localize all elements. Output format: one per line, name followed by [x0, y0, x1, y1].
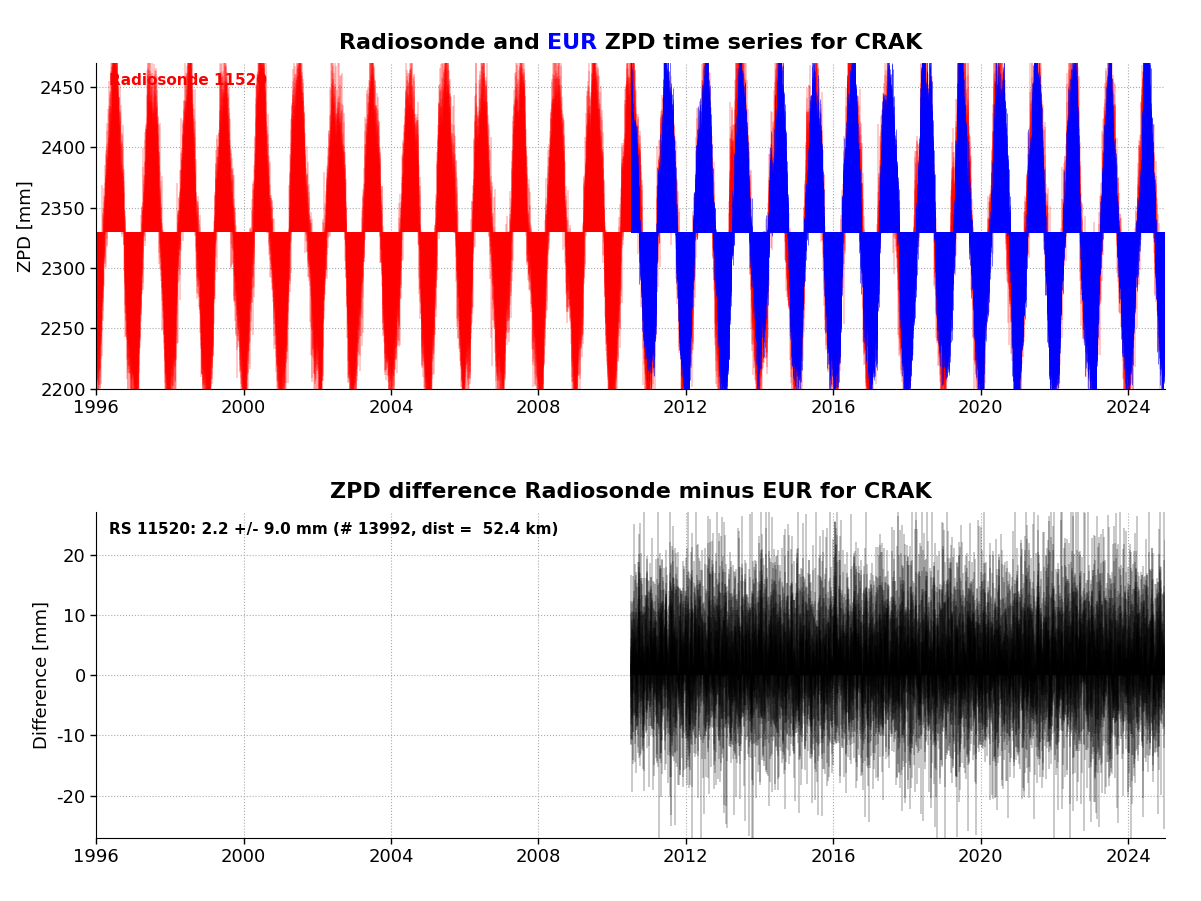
Text: EUR: EUR: [548, 33, 597, 53]
Text: ZPD time series for CRAK: ZPD time series for CRAK: [597, 33, 922, 53]
Y-axis label: Difference [mm]: Difference [mm]: [32, 601, 50, 749]
Text: Radiosonde 11520: Radiosonde 11520: [109, 73, 267, 87]
Text: Radiosonde and: Radiosonde and: [339, 33, 548, 53]
Title: Radiosonde and EUR ZPD time series for CRAK: Radiosonde and EUR ZPD time series for C…: [339, 33, 922, 53]
Y-axis label: ZPD [mm]: ZPD [mm]: [17, 180, 35, 272]
Title: ZPD difference Radiosonde minus EUR for CRAK: ZPD difference Radiosonde minus EUR for …: [330, 482, 931, 503]
Text: RS 11520: 2.2 +/- 9.0 mm (# 13992, dist =  52.4 km): RS 11520: 2.2 +/- 9.0 mm (# 13992, dist …: [109, 522, 558, 537]
